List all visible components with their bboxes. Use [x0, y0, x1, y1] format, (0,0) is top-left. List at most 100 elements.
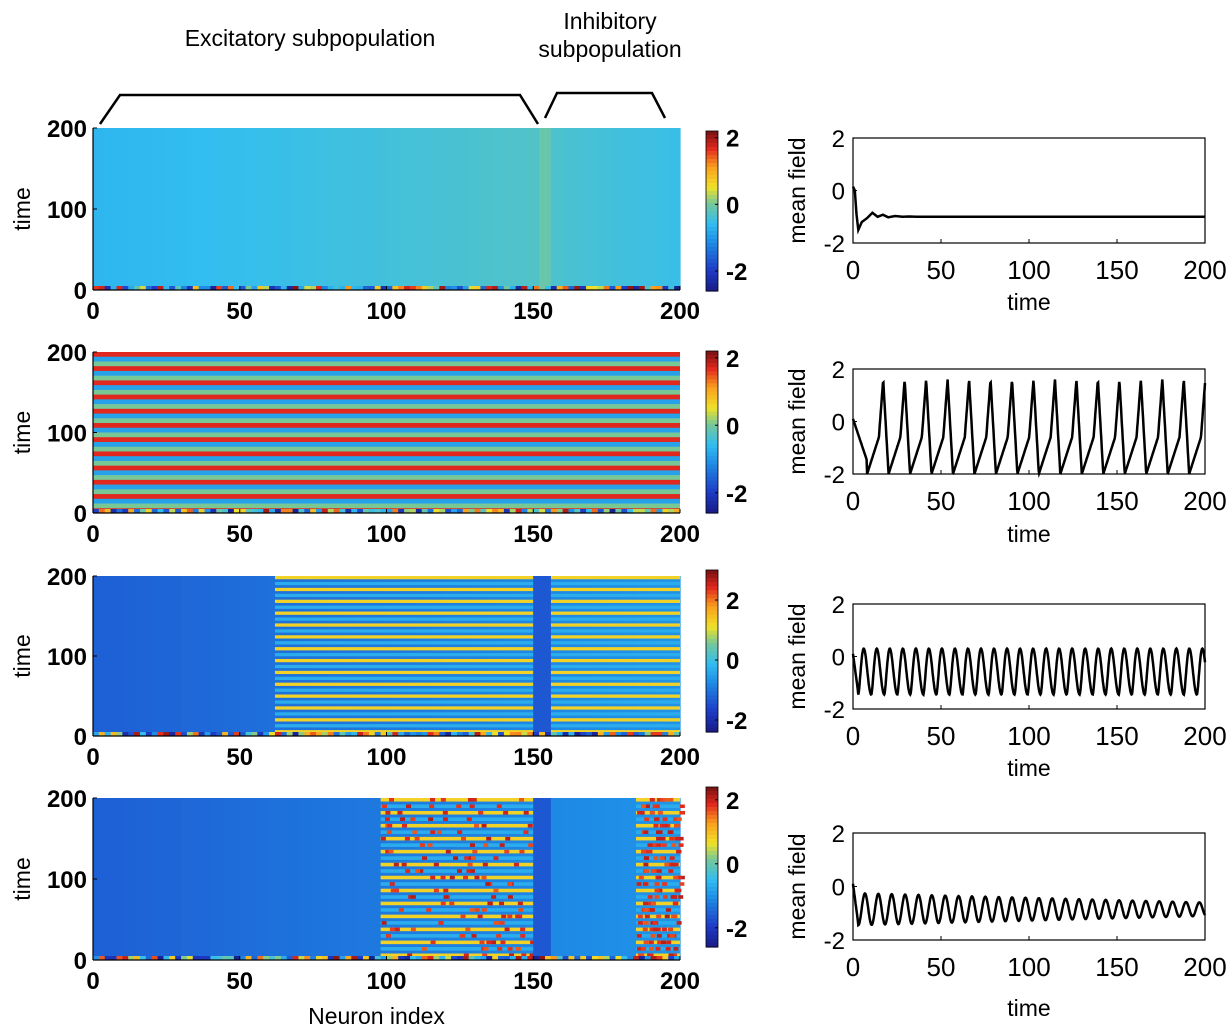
raster-initial-noise [568, 286, 575, 290]
raster-speckle [500, 940, 506, 945]
colorbar-segment [706, 622, 718, 628]
raster-initial-noise [239, 509, 247, 513]
colorbar-segment [706, 452, 718, 457]
raster-band [128, 128, 141, 290]
raster-initial-noise [650, 732, 658, 736]
raster-stripe [380, 810, 534, 815]
raster-band [210, 576, 226, 736]
raster-x-tick-label: 150 [513, 298, 553, 325]
raster-initial-noise [550, 286, 558, 290]
raster-stripe [274, 724, 534, 728]
raster-initial-noise [498, 732, 505, 736]
raster-speckle [442, 810, 448, 815]
mean-field-y-tick-label: 0 [832, 410, 845, 437]
mean-field-x-tick-label: 150 [1095, 255, 1138, 285]
raster-speckle [430, 875, 436, 880]
raster-stripe [380, 882, 534, 886]
raster-band [574, 128, 587, 290]
colorbar-segment [706, 899, 718, 904]
raster-speckle [445, 849, 451, 854]
raster-speckle [385, 934, 391, 938]
raster-initial-noise [274, 286, 282, 290]
colorbar-segment [706, 480, 718, 486]
raster-speckle [518, 908, 524, 912]
colorbar-segment [706, 131, 718, 136]
raster-speckle [671, 843, 677, 847]
raster-stripe [380, 875, 534, 880]
raster-speckle [499, 901, 505, 906]
raster-band [210, 128, 223, 290]
raster-band [93, 128, 106, 290]
colorbar-segment [706, 598, 718, 603]
raster-y-tick-label: 200 [47, 786, 87, 813]
colorbar-segment [706, 795, 718, 800]
raster-speckle [481, 908, 487, 912]
raster-initial-noise [574, 732, 581, 736]
colorbar-segment [706, 464, 718, 470]
raster-initial-noise [586, 732, 593, 736]
colorbar-segment [706, 227, 718, 232]
raster-stripe [93, 498, 680, 505]
raster-x-tick-label: 0 [86, 744, 99, 771]
raster-initial-noise [568, 956, 575, 960]
raster-speckle [507, 882, 513, 886]
raster-speckle [647, 843, 653, 847]
raster-stripe [635, 862, 680, 867]
raster-initial-noise [603, 286, 611, 290]
colorbar-segment [706, 367, 718, 372]
colorbar-segment [706, 799, 718, 804]
raster-speckle [390, 888, 396, 893]
raster-initial-noise [627, 956, 634, 960]
raster-initial-noise [527, 956, 534, 960]
mean-field-x-axis-label: time [1007, 995, 1050, 1021]
raster-x-tick-label: 100 [366, 744, 406, 771]
raster-y-tick-label: 100 [47, 867, 87, 894]
raster-speckle [407, 953, 413, 958]
raster-initial-noise [357, 509, 364, 513]
raster-speckle [449, 875, 455, 880]
raster-band [456, 128, 470, 290]
raster-initial-noise [591, 956, 599, 960]
raster-initial-noise [415, 956, 423, 960]
raster-x-tick-label: 0 [86, 298, 99, 325]
raster-x-tick-label: 200 [660, 744, 700, 771]
colorbar-segment [706, 586, 718, 591]
raster-initial-noise [562, 956, 569, 960]
raster-initial-noise [533, 956, 540, 960]
colorbar-segment [706, 271, 718, 276]
raster-initial-noise [421, 732, 429, 736]
colorbar-segment [706, 239, 718, 244]
raster-speckle [421, 947, 427, 951]
raster-initial-noise [204, 956, 211, 960]
raster-initial-noise [292, 732, 299, 736]
raster-stripe [93, 479, 680, 486]
mean-field-y-tick-label: 2 [832, 592, 845, 619]
raster-stripe [380, 817, 534, 822]
raster-initial-noise [151, 509, 159, 513]
raster-initial-noise [345, 286, 352, 290]
raster-initial-noise [192, 286, 200, 290]
raster-initial-noise [615, 509, 622, 513]
raster-initial-noise [439, 286, 446, 290]
inhibitory-label-line2: subpopulation [538, 35, 682, 62]
raster-initial-noise [644, 286, 652, 290]
raster-speckle [644, 914, 650, 919]
raster-initial-noise [615, 956, 622, 960]
colorbar-segment [706, 839, 718, 844]
colorbar-segment [706, 867, 718, 872]
raster-initial-noise [357, 732, 364, 736]
raster-stripe [380, 895, 534, 899]
raster-initial-noise [580, 956, 587, 960]
raster-speckle [643, 856, 649, 860]
mean-field-frame [852, 137, 1206, 244]
colorbar-segment [706, 574, 718, 579]
raster-band [139, 128, 153, 290]
raster-initial-noise [451, 956, 458, 960]
colorbar-frame [705, 130, 719, 292]
raster-speckle [647, 895, 653, 899]
raster-speckle [387, 823, 393, 828]
raster-initial-noise [251, 509, 258, 513]
raster-initial-noise [439, 956, 446, 960]
colorbar-segment [706, 508, 718, 514]
